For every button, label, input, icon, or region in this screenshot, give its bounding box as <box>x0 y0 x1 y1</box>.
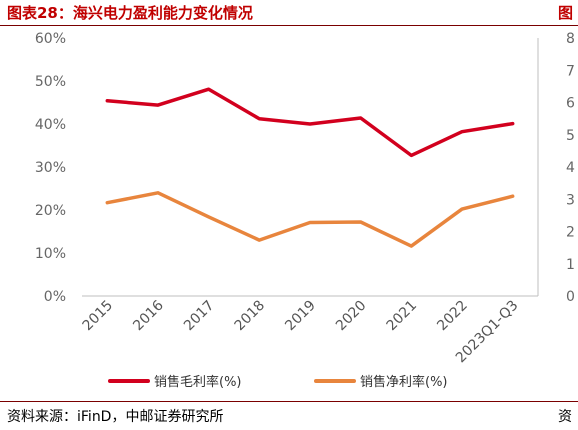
x-tick-label: 2021 <box>384 298 421 335</box>
y-tick-label: 50% <box>35 74 66 90</box>
x-tick-label: 2020 <box>333 298 370 335</box>
right-y-tick-label: 0 <box>566 289 575 305</box>
x-tick-label: 2015 <box>80 298 117 335</box>
right-y-axis: 0 1 2 3 4 5 6 7 8 <box>566 31 575 305</box>
series-line-2 <box>105 191 515 248</box>
right-y-tick-label: 6 <box>566 96 575 112</box>
right-y-tick-label: 7 <box>566 63 575 79</box>
right-y-tick-label: 1 <box>566 257 575 273</box>
x-tick-label: 2017 <box>181 298 218 335</box>
footer-divider <box>0 401 578 402</box>
right-y-tick-label: 3 <box>566 192 575 208</box>
adjacent-chart-title-fragment: 图 <box>558 4 574 22</box>
series-lines <box>105 87 515 248</box>
y-tick-label: 10% <box>35 246 66 262</box>
source-note: 资料来源：iFinD，中邮证券研究所 <box>7 409 224 425</box>
adjacent-source-fragment: 资 <box>558 409 572 425</box>
x-axis: 2015 2016 2017 2018 2019 2020 2021 20222023Q1-Q… <box>80 297 522 366</box>
left-y-axis: 0% 10% 20% 30% 40% 50% 60% <box>35 31 66 305</box>
x-tick-label: 2022 <box>434 298 471 335</box>
title-divider <box>0 25 578 26</box>
right-y-tick-label: 8 <box>566 31 575 47</box>
x-tick-label: 2016 <box>130 297 167 334</box>
legend-label: 销售毛利率(%) <box>154 374 242 390</box>
right-y-tick-label: 5 <box>566 128 575 144</box>
y-tick-label: 30% <box>35 160 66 176</box>
right-y-tick-label: 4 <box>566 160 575 176</box>
series-line-1 <box>105 87 515 158</box>
y-tick-label: 0% <box>44 289 66 305</box>
right-y-tick-label: 2 <box>566 225 575 241</box>
chart-title: 图表28：海兴电力盈利能力变化情况 <box>7 4 253 22</box>
legend-label: 销售净利率(%) <box>360 374 448 390</box>
x-tick-label: 2018 <box>232 298 269 335</box>
y-tick-label: 60% <box>35 31 66 47</box>
y-tick-label: 20% <box>35 203 66 219</box>
legend: 销售毛利率(%) 销售净利率(%) <box>108 374 448 390</box>
y-tick-label: 40% <box>35 117 66 133</box>
x-tick-label: 2019 <box>282 298 319 335</box>
